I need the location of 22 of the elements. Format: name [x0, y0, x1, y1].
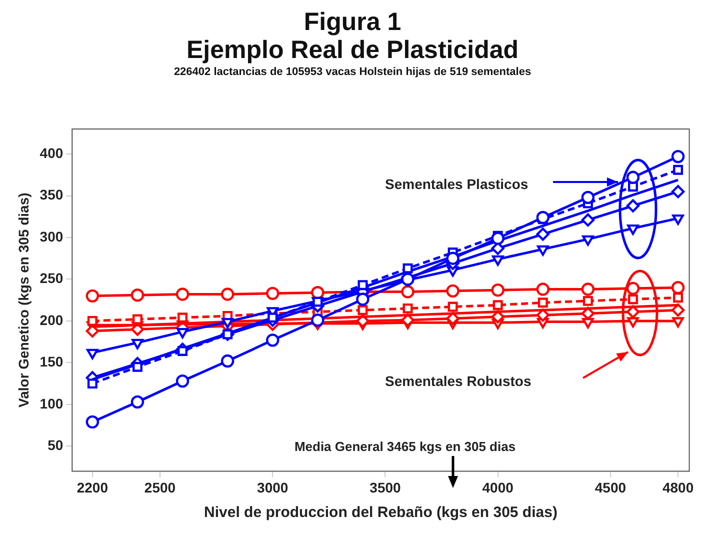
y-tick-label: 250	[40, 270, 64, 286]
y-tick-label: 400	[40, 144, 64, 161]
y-tick-label: 50	[48, 437, 64, 454]
x-axis-title: Nivel de produccion del Rebaño (kgs en 305 dias)	[204, 504, 558, 522]
y-tick-label: 350	[40, 186, 64, 203]
y-tick-label: 150	[40, 354, 64, 370]
x-tick-label: 4000	[482, 479, 514, 496]
x-tick-label: 4500	[594, 479, 626, 496]
y-tick-label: 300	[40, 228, 64, 244]
chart-subtitle: 226402 lactancias de 105953 vacas Holstein hijas de 519 sementales	[172, 65, 532, 80]
x-tick-label: 2200	[76, 479, 108, 496]
annotation: Sementales Plasticos	[385, 176, 528, 192]
annotation: Sementales Robustos	[385, 373, 532, 389]
x-tick-label: 3000	[257, 479, 288, 496]
y-axis-title: Valor Genetico (kgs en 305 dias)	[15, 192, 32, 408]
annotation: Media General 3465 kgs en 305 dias	[294, 439, 516, 454]
x-tick-label: 3500	[370, 479, 402, 496]
y-tick-label: 200	[40, 312, 64, 328]
chart-title: Figura 1 Ejemplo Real de Plasticidad	[185, 8, 520, 64]
y-tick-label: 100	[40, 395, 64, 412]
x-tick-label: 4800	[662, 479, 694, 496]
x-tick-label: 2500	[144, 479, 176, 496]
